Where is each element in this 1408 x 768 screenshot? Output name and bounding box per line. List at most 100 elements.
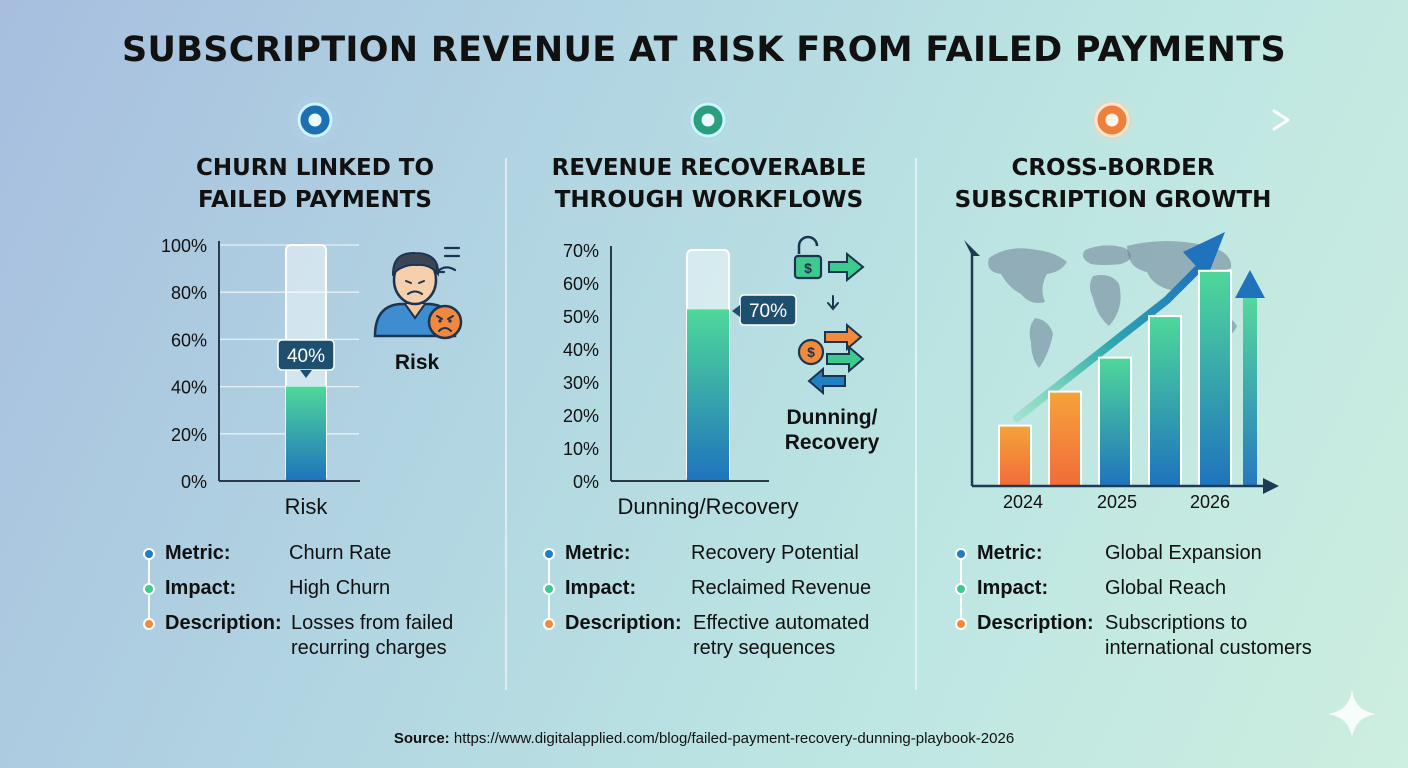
- y-tick-label: 60%: [171, 330, 207, 350]
- description-dot: [543, 618, 555, 630]
- bar-4: [1148, 315, 1182, 487]
- panel-title-line-2: SUBSCRIPTION GROWTH: [954, 187, 1272, 213]
- bar-dunning-recovery: [687, 309, 729, 481]
- data-label-callout: 70%: [732, 294, 797, 326]
- trend-up-arrow-icon: [1183, 232, 1225, 278]
- tall-up-arrow-icon: [1235, 270, 1265, 486]
- description-key: Description:: [165, 612, 282, 634]
- unlocked-dollar-icon: $: [793, 235, 865, 283]
- down-arrow-icon: [827, 295, 839, 311]
- metric-dot: [143, 548, 155, 560]
- data-label-pointer: [732, 305, 740, 317]
- y-axis-arrow: [964, 240, 980, 256]
- y-tick-label: 10%: [563, 439, 599, 459]
- panel-title-line-2: THROUGH WORKFLOWS: [554, 187, 864, 213]
- bar-1: [998, 424, 1032, 488]
- description-line-1: Losses from failed: [291, 612, 454, 634]
- bar-5: [1198, 269, 1232, 487]
- panel-title-line-2: FAILED PAYMENTS: [198, 187, 432, 213]
- panel-title: REVENUE RECOVERABLE THROUGH WORKFLOWS: [507, 152, 911, 216]
- description-key: Description:: [565, 612, 682, 634]
- description-dot: [955, 618, 967, 630]
- impact-dot: [955, 583, 967, 595]
- impact-value: Global Reach: [1105, 577, 1227, 599]
- metric-key: Metric:: [977, 542, 1043, 564]
- metric-value: Recovery Potential: [691, 542, 859, 564]
- impact-key: Impact:: [165, 577, 237, 599]
- x-axis-arrow: [1263, 478, 1279, 494]
- bar-risk: [286, 386, 326, 481]
- y-tick-label: 80%: [171, 283, 207, 303]
- icon-label-line-2: Recovery: [785, 431, 880, 454]
- impact-value: Reclaimed Revenue: [691, 577, 872, 599]
- timeline-node-1: [297, 102, 333, 138]
- info-list: Metric: Global Expansion Impact: Global …: [955, 540, 1325, 670]
- source-url[interactable]: https://www.digitalapplied.com/blog/fail…: [453, 730, 1015, 747]
- info-list: Metric: Recovery Potential Impact: Recla…: [543, 540, 913, 670]
- y-tick-label: 60%: [563, 274, 599, 294]
- y-tick-label: 50%: [563, 307, 599, 327]
- panel-title-line-1: CHURN LINKED TO: [195, 155, 435, 181]
- impact-key: Impact:: [977, 577, 1049, 599]
- description-line-1: Effective automated: [693, 612, 870, 634]
- impact-key: Impact:: [565, 577, 637, 599]
- x-tick-label: 2026: [1190, 492, 1230, 512]
- timeline-node-2: [690, 102, 726, 138]
- source-footer: Source: https://www.digitalapplied.com/b…: [0, 730, 1408, 747]
- trend-line: [1013, 266, 1201, 422]
- data-label-risk: 40%: [287, 346, 325, 367]
- angry-face-icon: [427, 304, 463, 340]
- x-tick-label: Risk: [285, 494, 329, 519]
- panel-title: CROSS-BORDER SUBSCRIPTION GROWTH: [917, 152, 1309, 216]
- data-label-recovery: 70%: [749, 301, 787, 322]
- source-label: Source:: [393, 730, 450, 747]
- timeline-node-3: [1094, 102, 1130, 138]
- sparkle-icon: [1328, 690, 1376, 738]
- metric-key: Metric:: [165, 542, 231, 564]
- panel-title: CHURN LINKED TO FAILED PAYMENTS: [115, 152, 515, 216]
- recovery-bar-chart: 0% 10% 20% 30% 40% 50% 60% 70% 70% Dunning/Reco…: [563, 235, 880, 519]
- bar-2: [1048, 390, 1082, 488]
- impact-dot: [143, 583, 155, 595]
- impact-dot: [543, 583, 555, 595]
- dollar-coin-exchange-icon: $: [797, 322, 865, 396]
- panel-growth: CROSS-BORDER SUBSCRIPTION GROWTH: [917, 0, 1317, 768]
- metric-value: Global Expansion: [1105, 542, 1262, 564]
- description-line-1: Subscriptions to: [1105, 612, 1248, 634]
- data-label-callout: 40%: [277, 339, 335, 378]
- y-tick-label: 70%: [563, 241, 599, 261]
- metric-dot: [543, 548, 555, 560]
- x-tick-label: Dunning/Recovery: [618, 494, 799, 519]
- icon-label-risk: Risk: [395, 351, 440, 374]
- bar-3: [1098, 356, 1132, 487]
- impact-value: High Churn: [289, 577, 391, 599]
- description-line-2: retry sequences: [693, 637, 836, 659]
- x-tick-label: 2024: [1003, 492, 1043, 512]
- panel-title-line-1: CROSS-BORDER: [1011, 155, 1215, 181]
- page-title: SUBSCRIPTION REVENUE AT RISK FROM FAILED…: [122, 30, 1286, 70]
- info-list: Metric: Churn Rate Impact: High Churn De…: [143, 540, 503, 670]
- svg-text:$: $: [807, 344, 815, 360]
- description-line-2: recurring charges: [291, 637, 447, 659]
- description-key: Description:: [977, 612, 1094, 634]
- y-tick-label: 100%: [161, 236, 207, 256]
- divider-1: [505, 158, 507, 690]
- panel-recovery: REVENUE RECOVERABLE THROUGH WORKFLOWS 0%…: [507, 0, 915, 768]
- svg-text:$: $: [804, 260, 812, 276]
- description-line-2: international customers: [1105, 637, 1312, 659]
- panel-churn: CHURN LINKED TO FAILED PAYMENTS 0% 20% 40%…: [115, 0, 505, 768]
- description-dot: [143, 618, 155, 630]
- metric-value: Churn Rate: [289, 542, 392, 564]
- data-label-pointer: [300, 370, 312, 378]
- growth-bar-chart: 2024 2025 2026: [964, 232, 1279, 512]
- y-tick-label: 20%: [171, 425, 207, 445]
- y-tick-label: 0%: [573, 472, 599, 492]
- y-tick-label: 40%: [171, 378, 207, 398]
- y-tick-label: 30%: [563, 373, 599, 393]
- y-tick-label: 20%: [563, 406, 599, 426]
- timeline-arrow-head: [1272, 109, 1290, 131]
- x-tick-label: 2025: [1097, 492, 1137, 512]
- metric-key: Metric:: [565, 542, 631, 564]
- y-tick-label: 40%: [563, 340, 599, 360]
- y-tick-label: 0%: [181, 472, 207, 492]
